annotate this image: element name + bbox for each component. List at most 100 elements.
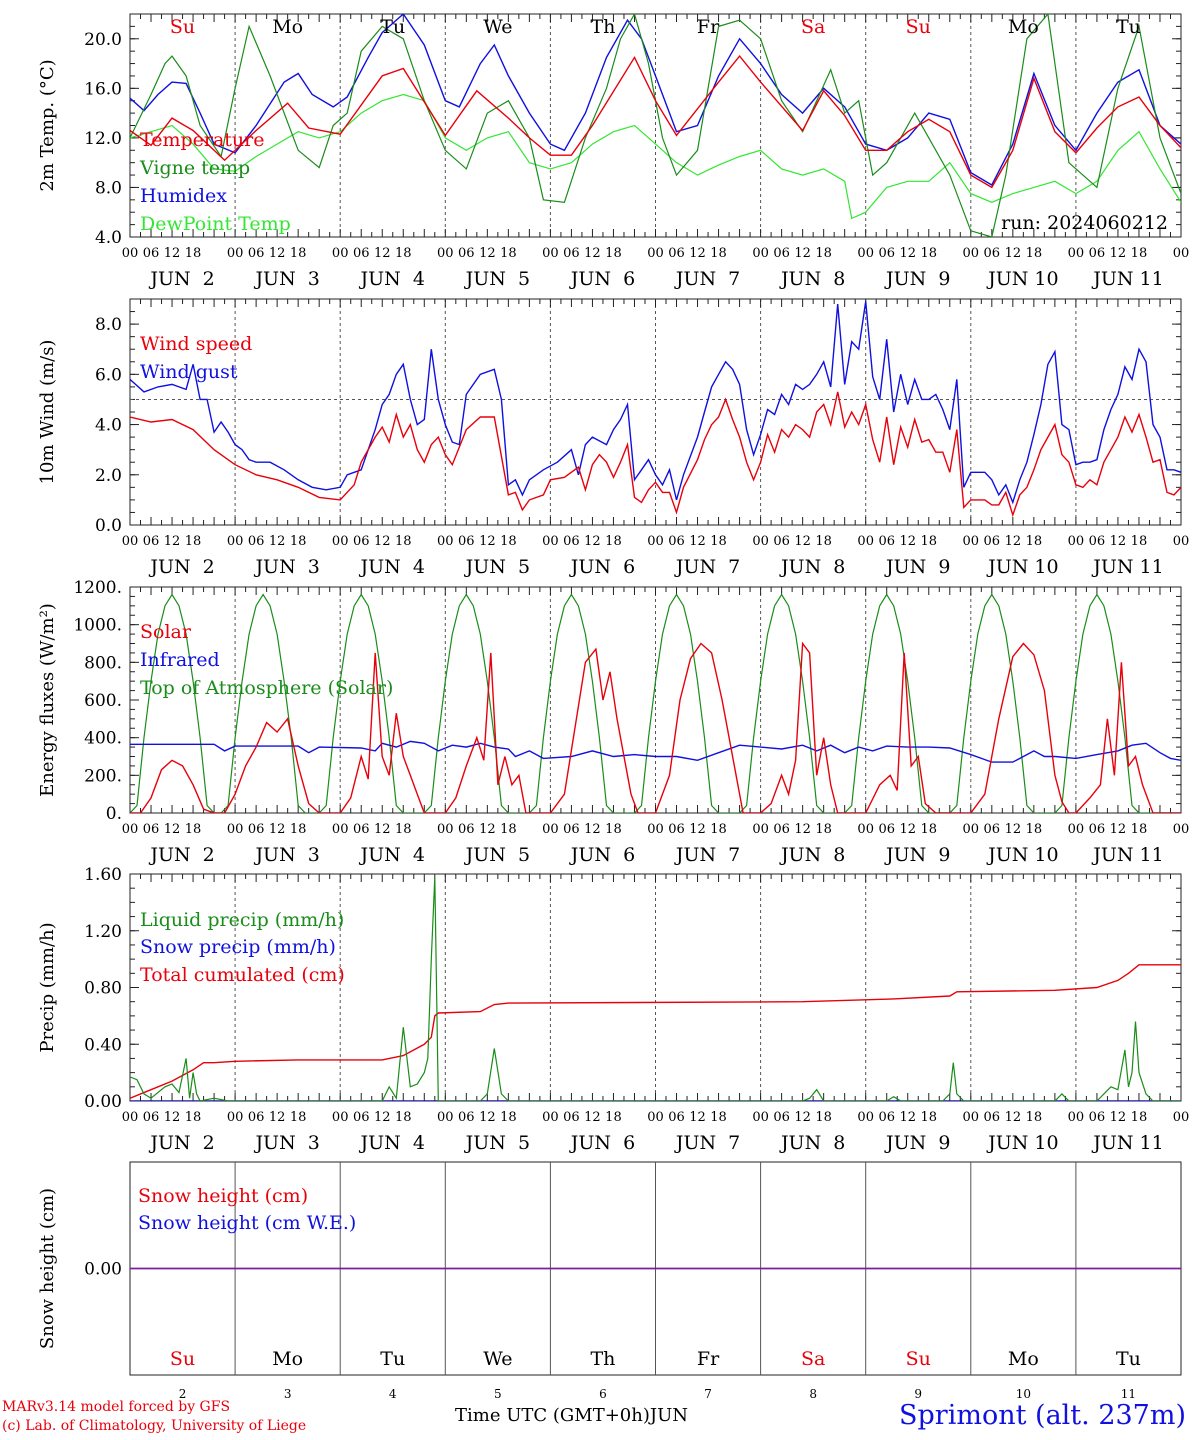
hour-tick-label: 18 [1026,1110,1043,1125]
weekday-label: Sa [801,16,825,38]
hour-tick-label: 12 [794,822,811,837]
hour-tick-label: 06 [143,1110,160,1125]
day-number: 11 [1121,1387,1136,1401]
hour-tick-label: 06 [1089,534,1106,549]
hour-tick-label: 18 [920,822,937,837]
hour-tick-label: 18 [290,1110,307,1125]
hour-tick-label: 06 [248,246,265,261]
hour-tick-label: 06 [248,822,265,837]
run-label: run: 2024060212 [1001,212,1168,234]
hour-tick-label: 00 [332,822,349,837]
hour-tick-label: 18 [1131,1110,1148,1125]
hour-tick-label: 12 [1005,1110,1022,1125]
y-tick-label: 12.0 [84,129,122,149]
hour-tick-label: 12 [899,822,916,837]
hour-tick-label: 00 [857,1110,874,1125]
y-tick-label: 600. [84,691,122,711]
hour-tick-label: 06 [1089,246,1106,261]
hour-tick-label: 06 [1089,1110,1106,1125]
date-label: JUN 8 [779,268,845,290]
hour-tick-label: 00 [1068,1110,1085,1125]
y-tick-label: 400. [84,729,122,749]
hour-tick-label: 06 [773,1110,790,1125]
hour-tick-label: 00 [963,534,980,549]
hour-tick-label: 00 [437,822,454,837]
weekday-label: Th [590,16,615,38]
y-tick-label: 6.0 [95,365,122,385]
date-label: JUN 5 [464,268,530,290]
date-label: JUN 3 [253,844,319,866]
hour-tick-label: 06 [458,822,475,837]
hour-tick-label: 18 [395,1110,412,1125]
hour-tick-label: 00 [1173,246,1190,261]
hour-tick-label: 12 [479,246,496,261]
hour-tick-label: 06 [563,822,580,837]
series-wind-speed [130,391,1181,518]
y-tick-label: 4.0 [95,228,122,248]
hour-tick-label: 06 [458,1110,475,1125]
y-tick-label: 1.60 [84,865,122,885]
hour-tick-label: 12 [899,1110,916,1125]
hour-tick-label: 12 [899,534,916,549]
panel-1: 4.0 8.0 12.0 16.0 20.0 2m Temp. (°C) Temperatu… [37,13,1190,290]
date-label: JUN 8 [779,844,845,866]
hour-tick-label: 12 [164,246,181,261]
hour-tick-label: 12 [794,246,811,261]
hour-tick-label: 06 [984,246,1001,261]
hour-tick-label: 18 [1026,822,1043,837]
hour-tick-label: 12 [584,1110,601,1125]
hour-tick-label: 06 [984,1110,1001,1125]
hour-tick-label: 18 [500,822,517,837]
weekday-label: Mo [272,16,303,38]
hour-tick-label: 12 [1110,534,1127,549]
hour-tick-label: 18 [500,246,517,261]
weekday-label: Mo [272,1348,303,1370]
date-label: JUN 7 [674,268,740,290]
date-label: JUN 11 [1091,556,1163,578]
y-tick-label: 800. [84,653,122,673]
hour-tick-label: 00 [332,534,349,549]
hour-tick-label: 18 [395,246,412,261]
date-label: JUN 7 [674,556,740,578]
date-label: JUN 11 [1091,1132,1163,1154]
series-infrared [130,740,1181,763]
hour-tick-label: 00 [542,822,559,837]
hour-tick-label: 18 [605,534,622,549]
weekday-label: Su [906,16,931,38]
hour-tick-label: 12 [374,246,391,261]
panel-2: 0.0 2.0 4.0 6.0 8.0 10m Wind (m/s) Wind speed W… [37,298,1189,578]
hour-tick-label: 00 [227,534,244,549]
weekday-label: Th [590,1348,615,1370]
hour-tick-label: 18 [815,534,832,549]
y-axis-label: 10m Wind (m/s) [37,340,58,485]
legend-entry: Vigne temp [139,157,250,179]
hour-tick-label: 06 [353,822,370,837]
y-axis-label: 2m Temp. (°C) [37,59,58,191]
hour-tick-label: 00 [227,1110,244,1125]
date-label: JUN 2 [148,556,214,578]
date-label: JUN 10 [986,844,1058,866]
hour-tick-label: 12 [479,822,496,837]
hour-tick-label: 06 [248,534,265,549]
day-number: 5 [494,1387,502,1401]
hour-tick-label: 18 [815,1110,832,1125]
hour-tick-label: 18 [605,1110,622,1125]
date-label: JUN 3 [253,268,319,290]
y-tick-label: 1200. [73,578,122,598]
y-tick-label: 200. [84,766,122,786]
legend-entry: Total cumulated (cm) [140,964,345,986]
hour-tick-label: 12 [689,822,706,837]
hour-tick-label: 06 [878,534,895,549]
date-label: JUN 9 [884,1132,950,1154]
hour-tick-label: 06 [143,822,160,837]
series-dewpoint-temp [130,93,1181,220]
legend-entry: Snow precip (mm/h) [140,936,336,958]
date-label: JUN 6 [569,1132,635,1154]
weekday-label: Su [170,16,195,38]
hour-tick-label: 06 [563,534,580,549]
hour-tick-label: 06 [773,534,790,549]
y-axis-label: Precip (mm/h) [37,922,58,1052]
hour-tick-label: 00 [1173,1110,1190,1125]
series-humidex [130,14,1181,186]
